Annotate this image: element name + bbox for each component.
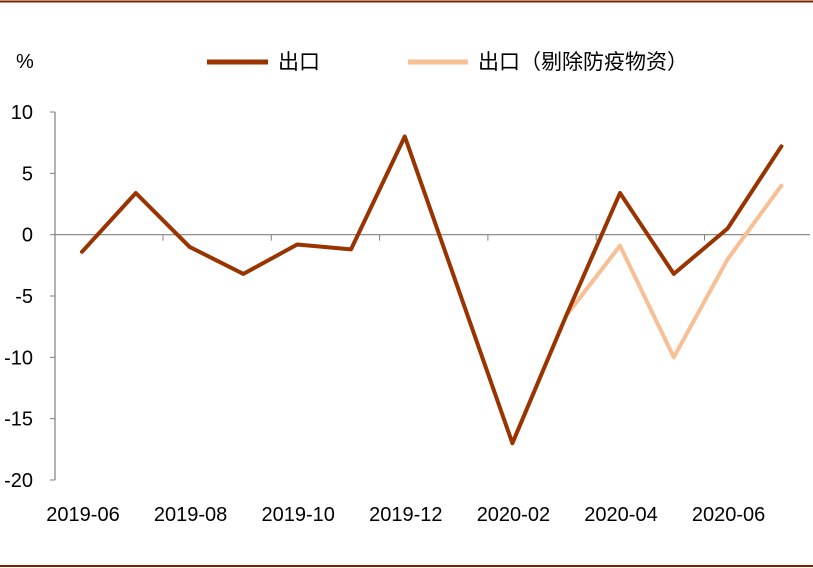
y-tick-label: 0	[22, 225, 33, 247]
y-unit-label: %	[16, 51, 34, 73]
legend-label-export: 出口	[278, 51, 320, 74]
series-line-export	[80, 134, 784, 446]
series-line-export-ex-epidemic	[510, 183, 784, 446]
y-tick-label: -5	[15, 286, 33, 308]
x-tick-label: 2019-06	[46, 504, 119, 526]
y-tick-label: -10	[4, 347, 33, 369]
x-tick-label: 2020-02	[477, 504, 550, 526]
legend-item-export-ex-epidemic: 出口（剔除防疫物资）	[408, 51, 688, 74]
series-layer	[80, 134, 784, 446]
x-tick-label: 2019-12	[369, 504, 442, 526]
x-tick-label: 2020-06	[692, 504, 765, 526]
legend-item-export: 出口	[207, 51, 320, 74]
x-tick-label: 2019-10	[261, 504, 334, 526]
y-tick-label: -20	[4, 470, 33, 492]
legend: 出口 出口（剔除防疫物资）	[207, 51, 688, 74]
legend-label-export-ex-epidemic: 出口（剔除防疫物资）	[478, 51, 688, 74]
y-tick-label: -15	[4, 409, 33, 431]
y-tick-label: 10	[11, 102, 33, 124]
axes: 10 5 0 -5 -10 -15 -20 2019-06 2019-08 2019-10 2019…	[4, 102, 810, 526]
x-tick-label: 2019-08	[154, 504, 227, 526]
x-tick-label: 2020-04	[584, 504, 657, 526]
y-tick-label: 5	[22, 163, 33, 185]
